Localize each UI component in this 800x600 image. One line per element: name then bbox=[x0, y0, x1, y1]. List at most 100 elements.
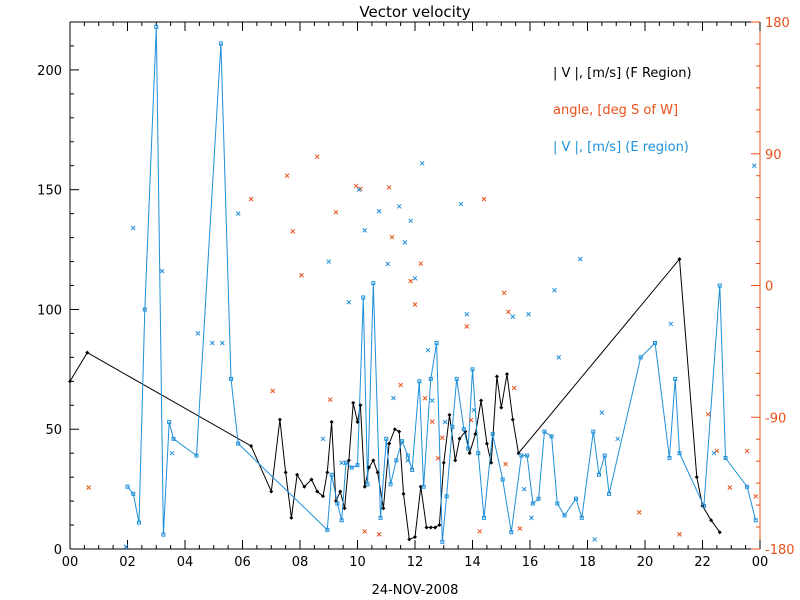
series-1-square-marker bbox=[400, 439, 405, 444]
series-1-square-marker bbox=[339, 518, 344, 523]
series-3-x-marker bbox=[592, 537, 598, 542]
series-2-x-marker bbox=[353, 183, 359, 189]
series-0-diamond-marker bbox=[387, 441, 392, 446]
series-1-square-marker bbox=[154, 24, 159, 29]
series-1-square-marker bbox=[466, 446, 471, 451]
series-2-x-marker bbox=[744, 448, 750, 454]
series-0-diamond-marker bbox=[694, 475, 699, 480]
x-tick-label: 04 bbox=[177, 555, 194, 570]
series-0-diamond-marker bbox=[351, 400, 356, 405]
series-1-square-marker bbox=[745, 484, 750, 489]
series-2-x-marker bbox=[468, 417, 474, 423]
series-2-x-marker bbox=[299, 272, 304, 278]
series-2-x-marker bbox=[86, 485, 92, 490]
series-2-x-marker bbox=[677, 532, 682, 537]
series-3-x-marker bbox=[195, 331, 201, 336]
series-1-square-marker bbox=[384, 436, 389, 441]
series-1-square-marker bbox=[131, 491, 136, 496]
series-0-diamond-marker bbox=[315, 489, 320, 494]
series-0-diamond-marker bbox=[283, 470, 288, 475]
series-2-x-marker bbox=[290, 228, 296, 234]
series-3-x-marker bbox=[526, 311, 531, 317]
series-0-diamond-marker bbox=[489, 460, 494, 465]
series-0-diamond-marker bbox=[309, 477, 314, 482]
series-3-x-marker bbox=[556, 355, 562, 360]
series-1-square-marker bbox=[344, 460, 348, 465]
series-1-square-marker bbox=[461, 427, 466, 432]
y2-tick-label: 90 bbox=[765, 148, 782, 163]
series-0-diamond-marker bbox=[355, 420, 360, 425]
legend-entry: | V |, [m/s] (E region) bbox=[553, 140, 689, 155]
series-1-square-marker bbox=[335, 501, 340, 506]
series-1-square-marker bbox=[410, 467, 415, 472]
series-1-square-marker bbox=[137, 520, 141, 525]
series-0-diamond-marker bbox=[494, 374, 499, 379]
series-3-x-marker bbox=[464, 311, 470, 317]
series-1-square-marker bbox=[536, 496, 541, 501]
series-2-x-marker bbox=[248, 196, 254, 202]
series-1-square-marker bbox=[677, 451, 682, 456]
series-1-square-marker bbox=[519, 453, 524, 458]
legend-entry: | V |, [m/s] (F Region) bbox=[553, 66, 692, 81]
series-3-x-marker bbox=[385, 261, 391, 267]
series-0-diamond-marker bbox=[358, 403, 363, 408]
y2-tick-label: -90 bbox=[765, 411, 786, 426]
series-3-x-marker bbox=[235, 211, 241, 216]
y-tick-label: 150 bbox=[37, 184, 62, 199]
legend: | V |, [m/s] (F Region) angle, [deg S of … bbox=[553, 66, 692, 155]
series-1-square-marker bbox=[490, 432, 495, 437]
series-2-x-marker bbox=[386, 185, 392, 190]
series-3-x-marker bbox=[220, 340, 225, 346]
series-1-square-marker bbox=[378, 515, 383, 520]
series-1-square-marker bbox=[638, 355, 643, 360]
series-1-square-marker bbox=[236, 441, 241, 446]
series-1-square-marker bbox=[171, 436, 176, 441]
series-3-x-marker bbox=[429, 398, 435, 403]
series-0-diamond-marker bbox=[467, 451, 472, 456]
series-1-line bbox=[127, 26, 757, 542]
series-0-diamond-marker bbox=[295, 472, 300, 477]
series-1-square-marker bbox=[444, 494, 449, 499]
series-3-x-marker bbox=[346, 299, 352, 305]
series-1-square-marker bbox=[602, 453, 607, 458]
y2-tick-label: -180 bbox=[765, 543, 795, 558]
y-tick-label: 0 bbox=[54, 543, 62, 558]
series-0-diamond-marker bbox=[424, 525, 429, 530]
x-tick-label: 16 bbox=[522, 555, 539, 570]
series-0-diamond-marker bbox=[277, 417, 282, 422]
series-3-x-marker bbox=[615, 436, 621, 442]
series-0-diamond-marker bbox=[510, 417, 515, 422]
series-2-x-marker bbox=[503, 461, 508, 467]
series-1-square-marker bbox=[509, 530, 514, 535]
series-3-x-marker bbox=[425, 347, 431, 353]
series-3-x-marker bbox=[442, 419, 448, 425]
series-3-x-marker bbox=[529, 515, 534, 521]
series-3-x-marker bbox=[326, 259, 332, 264]
series-2-x-marker bbox=[435, 455, 441, 461]
series-0-diamond-marker bbox=[392, 427, 397, 432]
x-tick-label: 08 bbox=[292, 555, 309, 570]
series-1-square-marker bbox=[167, 420, 172, 425]
series-2-x-marker bbox=[270, 388, 276, 394]
series-1-square-marker bbox=[371, 281, 376, 286]
series-1-square-marker bbox=[482, 515, 486, 520]
x-axis-label: 24-NOV-2008 bbox=[372, 583, 459, 598]
series-3-x-marker bbox=[376, 208, 382, 214]
series-0-diamond-marker bbox=[269, 489, 274, 494]
series-3-x-marker bbox=[408, 218, 414, 224]
series-3-x-marker bbox=[419, 160, 425, 166]
series-1-square-marker bbox=[555, 501, 560, 506]
x-tick-label: 18 bbox=[579, 555, 596, 570]
series-0-diamond-marker bbox=[338, 489, 343, 494]
series-2-x-marker bbox=[636, 510, 642, 515]
x-tick-label: 00 bbox=[752, 555, 769, 570]
series-0-diamond-marker bbox=[329, 420, 334, 425]
series-0-diamond-marker bbox=[371, 458, 376, 463]
series-1-square-marker bbox=[591, 429, 596, 434]
series-1-square-marker bbox=[428, 376, 433, 381]
series-0-diamond-marker bbox=[342, 506, 347, 511]
series-1-square-marker bbox=[161, 532, 166, 537]
series-2-x-marker bbox=[389, 234, 395, 240]
series-0-diamond-marker bbox=[677, 257, 682, 262]
series-1-square-marker bbox=[653, 340, 658, 345]
